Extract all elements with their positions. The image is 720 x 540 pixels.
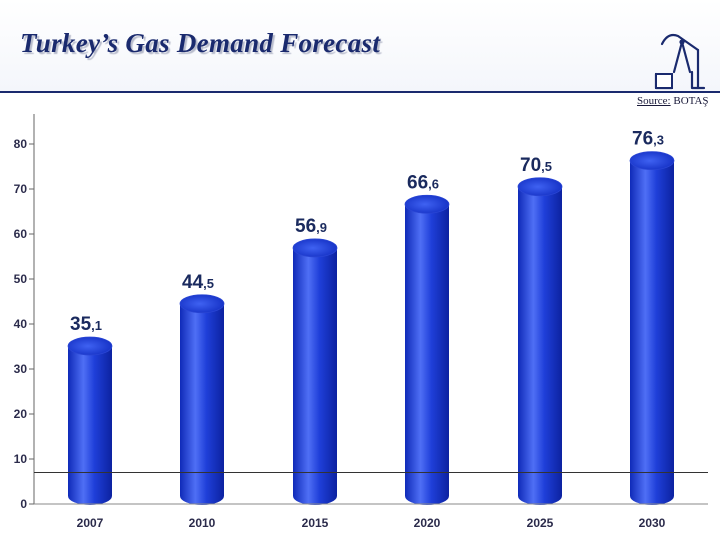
x-tick-label: 2007 (77, 516, 104, 530)
x-tick-label: 2030 (639, 516, 666, 530)
bar-value-label: 35,1 (70, 314, 102, 335)
page-title: Turkey’s Gas Demand Forecast (20, 28, 381, 58)
y-tick-label: 40 (14, 317, 28, 331)
source-value: BOTAŞ (673, 95, 709, 107)
y-tick-label: 60 (14, 227, 28, 241)
bar-cap (67, 336, 113, 356)
bar-value-int: 76 (632, 129, 653, 150)
bar (405, 204, 449, 506)
bar-value-dec: ,5 (203, 276, 214, 291)
bar-value-dec: ,3 (653, 133, 664, 148)
bar-cap (404, 194, 450, 214)
bar-chart: 0102030405060708035,1200744,5201056,9201… (14, 114, 708, 530)
source-note: Source: BOTAŞ (637, 95, 709, 107)
bar-value-dec: ,9 (316, 220, 327, 235)
x-tick-label: 2025 (527, 516, 554, 530)
bar-value-label: 70,5 (520, 155, 552, 176)
y-tick-label: 70 (14, 182, 28, 196)
bar-value-int: 66 (407, 172, 428, 193)
bar-value-int: 35 (70, 314, 92, 335)
bar (68, 346, 112, 505)
bar-value-int: 70 (520, 155, 541, 176)
y-tick-label: 30 (14, 362, 28, 376)
bar-cap (179, 294, 225, 314)
bar-value-label: 56,9 (295, 216, 327, 237)
oil-pump-icon (654, 33, 706, 90)
bar-value-label: 66,6 (407, 172, 439, 193)
header-band (0, 0, 720, 92)
bar (518, 186, 562, 505)
source-label: Source: (637, 95, 671, 107)
bar (293, 247, 337, 505)
y-tick-label: 20 (14, 407, 28, 421)
y-tick-label: 10 (14, 452, 28, 466)
header-divider (0, 91, 720, 93)
bar-cap (629, 151, 675, 171)
y-tick-label: 80 (14, 137, 28, 151)
bar-cap (292, 238, 338, 258)
y-tick-label: 50 (14, 272, 28, 286)
x-tick-label: 2020 (414, 516, 441, 530)
bar-value-label: 76,3 (632, 129, 664, 150)
bar (630, 160, 674, 505)
bar-value-int: 56 (295, 216, 316, 237)
y-tick-label: 0 (20, 497, 27, 511)
x-tick-label: 2010 (189, 516, 216, 530)
bar-value-int: 44 (182, 272, 204, 293)
bar-value-dec: ,5 (541, 159, 552, 174)
bar-value-dec: ,1 (91, 318, 102, 333)
bar-cap (517, 177, 563, 197)
bar (180, 303, 224, 505)
x-tick-label: 2015 (302, 516, 329, 530)
bar-value-dec: ,6 (428, 176, 439, 191)
bar-value-label: 44,5 (182, 272, 214, 293)
